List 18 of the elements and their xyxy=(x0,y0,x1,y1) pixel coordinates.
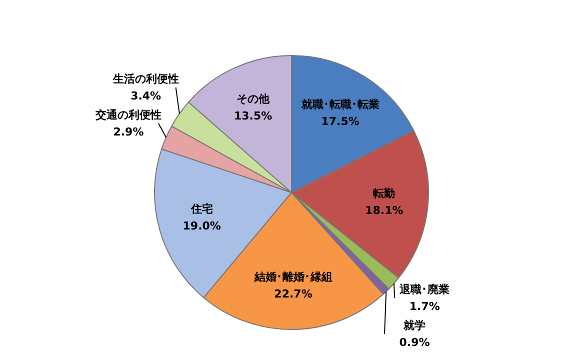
slice-label: 退職･廃業 xyxy=(398,282,450,296)
slice-label: 結婚･離婚･縁組 xyxy=(253,270,332,284)
data-label: 0.9% xyxy=(399,336,430,349)
data-label: 3.4% xyxy=(130,89,162,102)
data-label: 17.5% xyxy=(321,115,360,128)
slice-label: 交通の利便性 xyxy=(94,108,162,122)
slice-label: 生活の利便性 xyxy=(112,72,179,86)
slice-label: 住宅 xyxy=(190,202,213,216)
data-label: 1.7% xyxy=(409,300,440,313)
slice-label: 就職･転職･転業 xyxy=(300,98,380,112)
slice-label: その他 xyxy=(236,92,271,106)
slice-label: 転勤 xyxy=(372,186,396,200)
data-label: 19.0% xyxy=(182,220,221,233)
slice-label: 就学 xyxy=(402,318,426,332)
data-label: 18.1% xyxy=(365,204,404,217)
data-label: 13.5% xyxy=(234,110,272,122)
data-label: 22.7% xyxy=(274,288,312,301)
data-label: 2.9% xyxy=(113,125,144,138)
